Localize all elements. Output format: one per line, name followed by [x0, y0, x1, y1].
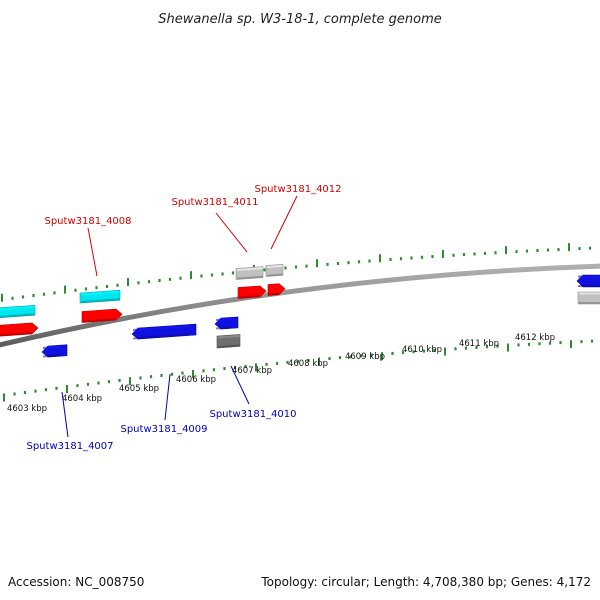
gene-red-0 [0, 322, 39, 337]
genome-backbone [0, 263, 600, 348]
tick-label: 4603 kbp [7, 404, 47, 414]
gene-red-4008 [81, 308, 123, 323]
gene-label: Sputw3181_4010 [209, 409, 296, 420]
gene-feature-group [0, 263, 600, 358]
leader-line [215, 212, 248, 253]
leader-line [61, 391, 69, 438]
tick-label-group: 4603 kbp 4604 kbp 4605 kbp 4606 kbp 4607 kbp… [7, 333, 555, 414]
gene-red-4012 [267, 283, 286, 296]
leader-line [164, 373, 171, 421]
inner-tick-track [3, 339, 594, 402]
gene-gray-4012 [265, 263, 284, 277]
gene-label: Sputw3181_4008 [44, 216, 131, 227]
gene-darkgray-4010 [216, 334, 241, 349]
gene-label: Sputw3181_4011 [171, 197, 258, 208]
tick-label: 4611 kbp [459, 339, 499, 349]
leader-line [87, 227, 98, 277]
tick-label: 4607 kbp [232, 366, 272, 376]
tick-label: 4606 kbp [176, 375, 216, 385]
tick-label: 4609 kbp [345, 352, 385, 362]
gene-blue-right [576, 274, 600, 288]
tick-label: 4610 kbp [402, 345, 442, 355]
gene-blue-4009 [131, 323, 197, 340]
label-leader-lines [61, 195, 298, 438]
tick-label: 4608 kbp [288, 359, 328, 369]
gene-label: Sputw3181_4012 [254, 184, 341, 195]
gene-gray-right [577, 291, 600, 305]
topology-summary-text: Topology: circular; Length: 4,708,380 bp… [260, 575, 591, 589]
tick-label: 4605 kbp [119, 384, 159, 394]
gene-label-group: Sputw3181_4008 Sputw3181_4011 Sputw3181_40… [26, 184, 341, 452]
accession-text: Accession: NC_008750 [8, 575, 144, 589]
gene-blue-4007 [41, 344, 68, 358]
gene-label: Sputw3181_4009 [120, 424, 207, 435]
gene-label: Sputw3181_4007 [26, 441, 113, 452]
gene-blue-4010 [214, 316, 239, 330]
gene-cyan-1 [79, 289, 121, 304]
gene-cyan-0 [0, 304, 36, 319]
leader-line [270, 195, 298, 250]
gene-gray-4011 [235, 266, 264, 280]
leader-line [230, 365, 250, 405]
gene-red-4011 [237, 285, 267, 299]
genome-title: Shewanella sp. W3-18-1, complete genome [158, 12, 441, 27]
tick-label: 4612 kbp [515, 333, 555, 343]
tick-label: 4604 kbp [62, 394, 102, 404]
